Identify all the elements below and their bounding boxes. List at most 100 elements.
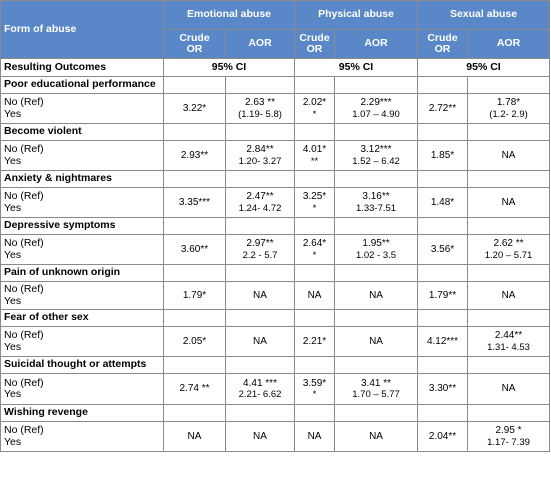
sex-aor-cell: NA bbox=[467, 373, 551, 405]
outcome-values-row: No (Ref) Yes 2.74 ** 4.41 *** 2.21- 6.62 3.59… bbox=[0, 373, 551, 405]
cell-value: 2.44** bbox=[494, 330, 523, 341]
phy-crude-cell: 2.21* bbox=[294, 326, 336, 357]
cell-value: 2.95 * bbox=[495, 425, 522, 436]
outcome-title: Pain of unknown origin bbox=[0, 264, 164, 282]
cell-value: 4.01* bbox=[302, 144, 327, 155]
phy-crude-cell: NA bbox=[294, 421, 336, 452]
yes-label: Yes bbox=[4, 435, 22, 448]
sex-aor-cell: 1.78* (1.2- 2.9) bbox=[467, 93, 551, 124]
cell-value: NA bbox=[501, 289, 516, 301]
no-ref-label: No (Ref) bbox=[4, 329, 44, 341]
form-of-abuse-header: Form of abuse bbox=[0, 0, 164, 59]
sex-aor-cell: NA bbox=[467, 281, 551, 310]
no-ref-label: No (Ref) bbox=[4, 143, 44, 155]
sex-aor-cell: 2.44** 1.31- 4.53 bbox=[467, 326, 551, 357]
cell-value: 2.62 ** bbox=[493, 238, 524, 249]
cell-value: 3.22* bbox=[182, 102, 207, 114]
sex-aor-cell: 2.95 * 1.17- 7.39 bbox=[467, 421, 551, 452]
abuse-outcomes-table: Form of abuse Emotional abuse Physical a… bbox=[0, 0, 551, 452]
yes-label: Yes bbox=[4, 248, 22, 261]
cell-value: 1.78* bbox=[496, 97, 521, 108]
cell-value: 3.25* bbox=[302, 191, 327, 202]
cell-value: NA bbox=[369, 335, 383, 347]
emo-crude-cell: 2.93** bbox=[163, 140, 226, 171]
cell-value: 1.07 – 4.90 bbox=[352, 108, 400, 120]
outcome-title: Wishing revenge bbox=[0, 404, 164, 422]
outcome-values-row: No (Ref) Yes 3.35*** 2.47** 1.24- 4.72 3.25* *… bbox=[0, 187, 551, 218]
outcome-values-row: No (Ref) Yes 3.60** 2.97** 2.2 - 5.7 2.64* * 1.… bbox=[0, 234, 551, 265]
cell-value: 3.56* bbox=[430, 243, 455, 255]
phy-aor-cell: NA bbox=[334, 326, 419, 357]
cell-value: 2.21- 6.62 bbox=[238, 389, 282, 400]
cell-value: 1.24- 4.72 bbox=[238, 202, 282, 214]
cell-value: 4.41 *** bbox=[243, 377, 277, 389]
outcome-title-row: Pain of unknown origin bbox=[0, 264, 551, 282]
cell-value: NA bbox=[307, 289, 322, 301]
cell-value: 1.33-7.51 bbox=[355, 202, 397, 214]
outcome-title: Suicidal thought or attempts bbox=[0, 356, 164, 374]
ref-labels: No (Ref) Yes bbox=[0, 93, 164, 124]
outcome-title: Anxiety & nightmares bbox=[0, 170, 164, 188]
sex-crude-cell: 2.04** bbox=[417, 421, 469, 452]
emo-aor-cell: 4.41 *** 2.21- 6.62 bbox=[224, 373, 296, 405]
no-ref-label: No (Ref) bbox=[4, 376, 44, 389]
cell-value: NA bbox=[369, 289, 383, 301]
cell-value: ** bbox=[310, 155, 319, 167]
crude-or-header: Crude OR bbox=[294, 29, 336, 59]
cell-value: 4.12*** bbox=[426, 335, 459, 347]
cell-value: 1.52 – 6.42 bbox=[352, 155, 400, 167]
sex-aor-cell: NA bbox=[467, 187, 551, 218]
emo-aor-cell: 2.84** 1.20- 3.27 bbox=[224, 140, 296, 171]
cell-value: * bbox=[312, 249, 317, 261]
phy-aor-cell: NA bbox=[334, 421, 419, 452]
emo-crude-cell: 3.60** bbox=[163, 234, 226, 265]
phy-crude-cell: 3.25* * bbox=[294, 187, 336, 218]
outcome-title-row: Suicidal thought or attempts bbox=[0, 356, 551, 374]
phy-aor-cell: 3.41 ** 1.70 – 5.77 bbox=[334, 373, 419, 405]
cell-value: 2.64* bbox=[302, 238, 327, 249]
phy-aor-cell: 3.12*** 1.52 – 6.42 bbox=[334, 140, 419, 171]
outcome-values-row: No (Ref) Yes 2.93** 2.84** 1.20- 3.27 4.01* **… bbox=[0, 140, 551, 171]
ref-labels: No (Ref) Yes bbox=[0, 234, 164, 265]
cell-value: 1.31- 4.53 bbox=[487, 341, 530, 353]
cell-value: NA bbox=[501, 149, 516, 161]
sex-aor-cell: 2.62 ** 1.20 – 5.71 bbox=[467, 234, 551, 265]
sex-crude-cell: 3.30** bbox=[417, 373, 469, 405]
outcome-title: Become violent bbox=[0, 123, 164, 141]
cell-value: 3.16** bbox=[362, 191, 390, 202]
cell-value: 2.02* bbox=[302, 97, 327, 108]
outcome-title-row: Wishing revenge bbox=[0, 404, 551, 422]
yes-label: Yes bbox=[4, 201, 22, 214]
ref-labels: No (Ref) Yes bbox=[0, 187, 164, 218]
phy-crude-cell: 2.64* * bbox=[294, 234, 336, 265]
emo-aor-cell: NA bbox=[224, 281, 296, 310]
cell-value: NA bbox=[501, 196, 516, 208]
sex-crude-cell: 4.12*** bbox=[417, 326, 469, 357]
cell-value: 1.48* bbox=[430, 196, 455, 208]
emo-aor-cell: NA bbox=[224, 326, 296, 357]
cell-value: 2.93** bbox=[180, 149, 209, 161]
ref-labels: No (Ref) Yes bbox=[0, 373, 164, 405]
emo-aor-cell: 2.63 ** (1.19- 5.8) bbox=[224, 93, 296, 124]
emo-crude-cell: NA bbox=[163, 421, 226, 452]
cell-value: 1.20- 3.27 bbox=[238, 155, 282, 167]
outcome-title: Fear of other sex bbox=[0, 309, 164, 327]
no-ref-label: No (Ref) bbox=[4, 424, 44, 436]
outcome-title-row: Depressive symptoms bbox=[0, 217, 551, 235]
outcome-values-row: No (Ref) Yes 1.79* NA NA NA 1.79** NA bbox=[0, 281, 551, 310]
cell-value: 1.85* bbox=[430, 149, 455, 161]
cell-value: 2.2 - 5.7 bbox=[242, 249, 278, 261]
phy-crude-cell: 4.01* ** bbox=[294, 140, 336, 171]
phy-aor-cell: 2.29*** 1.07 – 4.90 bbox=[334, 93, 419, 124]
ref-labels: No (Ref) Yes bbox=[0, 326, 164, 357]
cell-value: 1.17- 7.39 bbox=[487, 436, 530, 448]
cell-value: 2.97** bbox=[246, 238, 274, 249]
ci-row: Resulting Outcomes 95% CI 95% CI 95% CI bbox=[0, 58, 551, 77]
cell-value: 2.21* bbox=[302, 335, 327, 347]
cell-value: 1.70 – 5.77 bbox=[352, 389, 400, 400]
outcome-title: Poor educational performance bbox=[0, 76, 164, 94]
ci-label: 95% CI bbox=[162, 58, 296, 77]
sex-aor-cell: NA bbox=[467, 140, 551, 171]
cell-value: NA bbox=[253, 289, 267, 301]
cell-value: 1.79* bbox=[182, 289, 207, 301]
